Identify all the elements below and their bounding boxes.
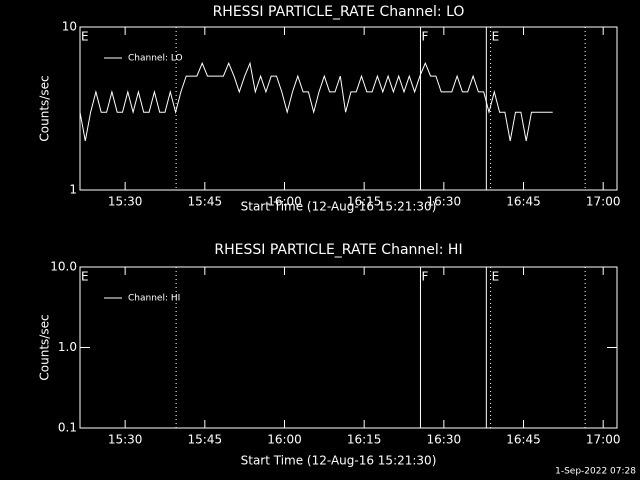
data-line <box>79 61 553 141</box>
chart-title: RHESSI PARTICLE_RATE Channel: LO <box>213 4 465 20</box>
x-tick-label: 16:00 <box>267 433 302 447</box>
x-axis-label: Start Time (12-Aug-16 15:21:30) <box>241 454 437 468</box>
x-tick-label: 15:30 <box>108 195 143 209</box>
legend-label: Channel: HI <box>128 294 180 304</box>
marker-label: E <box>81 270 89 284</box>
chart-title: RHESSI PARTICLE_RATE Channel: HI <box>214 242 462 258</box>
x-axis-label: Start Time (12-Aug-16 15:21:30) <box>241 200 437 214</box>
y-tick-label: 10.0 <box>50 260 77 274</box>
x-tick-label: 16:45 <box>506 433 541 447</box>
x-tick-label: 16:15 <box>347 433 382 447</box>
x-tick-label: 16:30 <box>427 195 462 209</box>
marker-label: F <box>421 270 428 284</box>
y-tick-label: 1.0 <box>58 340 77 354</box>
x-tick-label: 15:30 <box>108 433 143 447</box>
x-tick-label: 15:45 <box>188 195 223 209</box>
x-tick-label: 16:45 <box>506 195 541 209</box>
x-tick-label: 17:00 <box>586 195 621 209</box>
y-tick-label: 0.1 <box>58 421 77 435</box>
marker-label: E <box>81 30 89 44</box>
plot-frame <box>79 26 618 191</box>
legend-label: Channel: LO <box>128 54 183 64</box>
x-tick-label: 16:30 <box>427 433 462 447</box>
y-tick-label: 10 <box>62 20 77 34</box>
x-tick-label: 17:00 <box>586 433 621 447</box>
plot-frame <box>79 266 618 429</box>
marker-label: F <box>421 30 428 44</box>
x-tick-label: 16:00 <box>267 195 302 209</box>
y-tick-label: 1 <box>69 183 77 197</box>
x-tick-label: 15:45 <box>188 433 223 447</box>
y-axis-label: Counts/sec <box>38 75 52 141</box>
timestamp: 1-Sep-2022 07:28 <box>555 467 636 477</box>
marker-label: E <box>492 270 500 284</box>
y-axis-label: Counts/sec <box>38 314 52 380</box>
marker-label: E <box>492 30 500 44</box>
x-tick-label: 16:15 <box>347 195 382 209</box>
